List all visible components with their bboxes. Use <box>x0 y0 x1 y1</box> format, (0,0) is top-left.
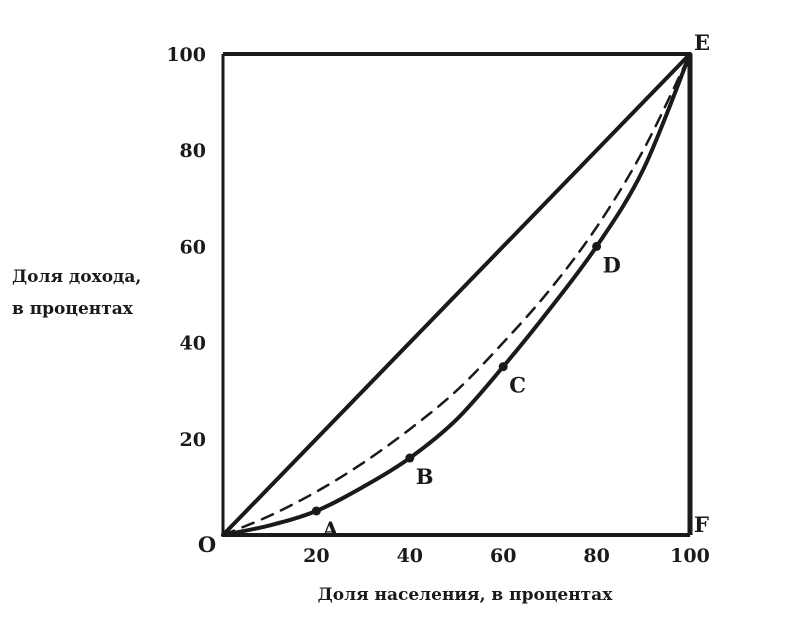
dashed-curve <box>221 52 692 537</box>
corner-e-label: E <box>694 30 710 55</box>
point-d-label: D <box>603 252 621 277</box>
point-c-marker <box>498 362 508 372</box>
y-axis-title-line-1: Доля дохода, <box>12 267 141 287</box>
y-axis-title-line-2: в процентах <box>12 299 134 319</box>
x-tick-label-20: 20 <box>303 545 329 567</box>
origin-label: O <box>198 532 216 557</box>
series-layer <box>221 52 692 537</box>
x-tick-label-60: 60 <box>490 545 516 567</box>
lorenz-curve <box>221 52 692 537</box>
x-tick-label-40: 40 <box>397 545 423 567</box>
marker-layer <box>311 241 602 516</box>
equality-line <box>221 52 692 537</box>
x-axis-title: Доля населения, в процентах <box>318 585 614 605</box>
point-d-marker <box>592 241 602 251</box>
x-tick-label-80: 80 <box>583 545 609 567</box>
point-a-label: A <box>321 517 339 542</box>
point-b-marker <box>405 453 415 463</box>
point-b-label: B <box>416 464 434 489</box>
x-tick-label-100: 100 <box>670 545 710 567</box>
label-layer: O Доля населения, в процентах Доля доход… <box>12 30 710 605</box>
y-tick-label-60: 60 <box>180 236 206 258</box>
point-a-marker <box>311 506 321 516</box>
corner-f-label: F <box>694 512 709 537</box>
y-tick-label-80: 80 <box>180 140 206 162</box>
frame-layer <box>221 52 693 537</box>
y-tick-label-40: 40 <box>180 333 206 355</box>
y-tick-label-20: 20 <box>180 429 206 451</box>
y-tick-label-100: 100 <box>166 44 206 66</box>
point-c-label: C <box>509 373 526 398</box>
